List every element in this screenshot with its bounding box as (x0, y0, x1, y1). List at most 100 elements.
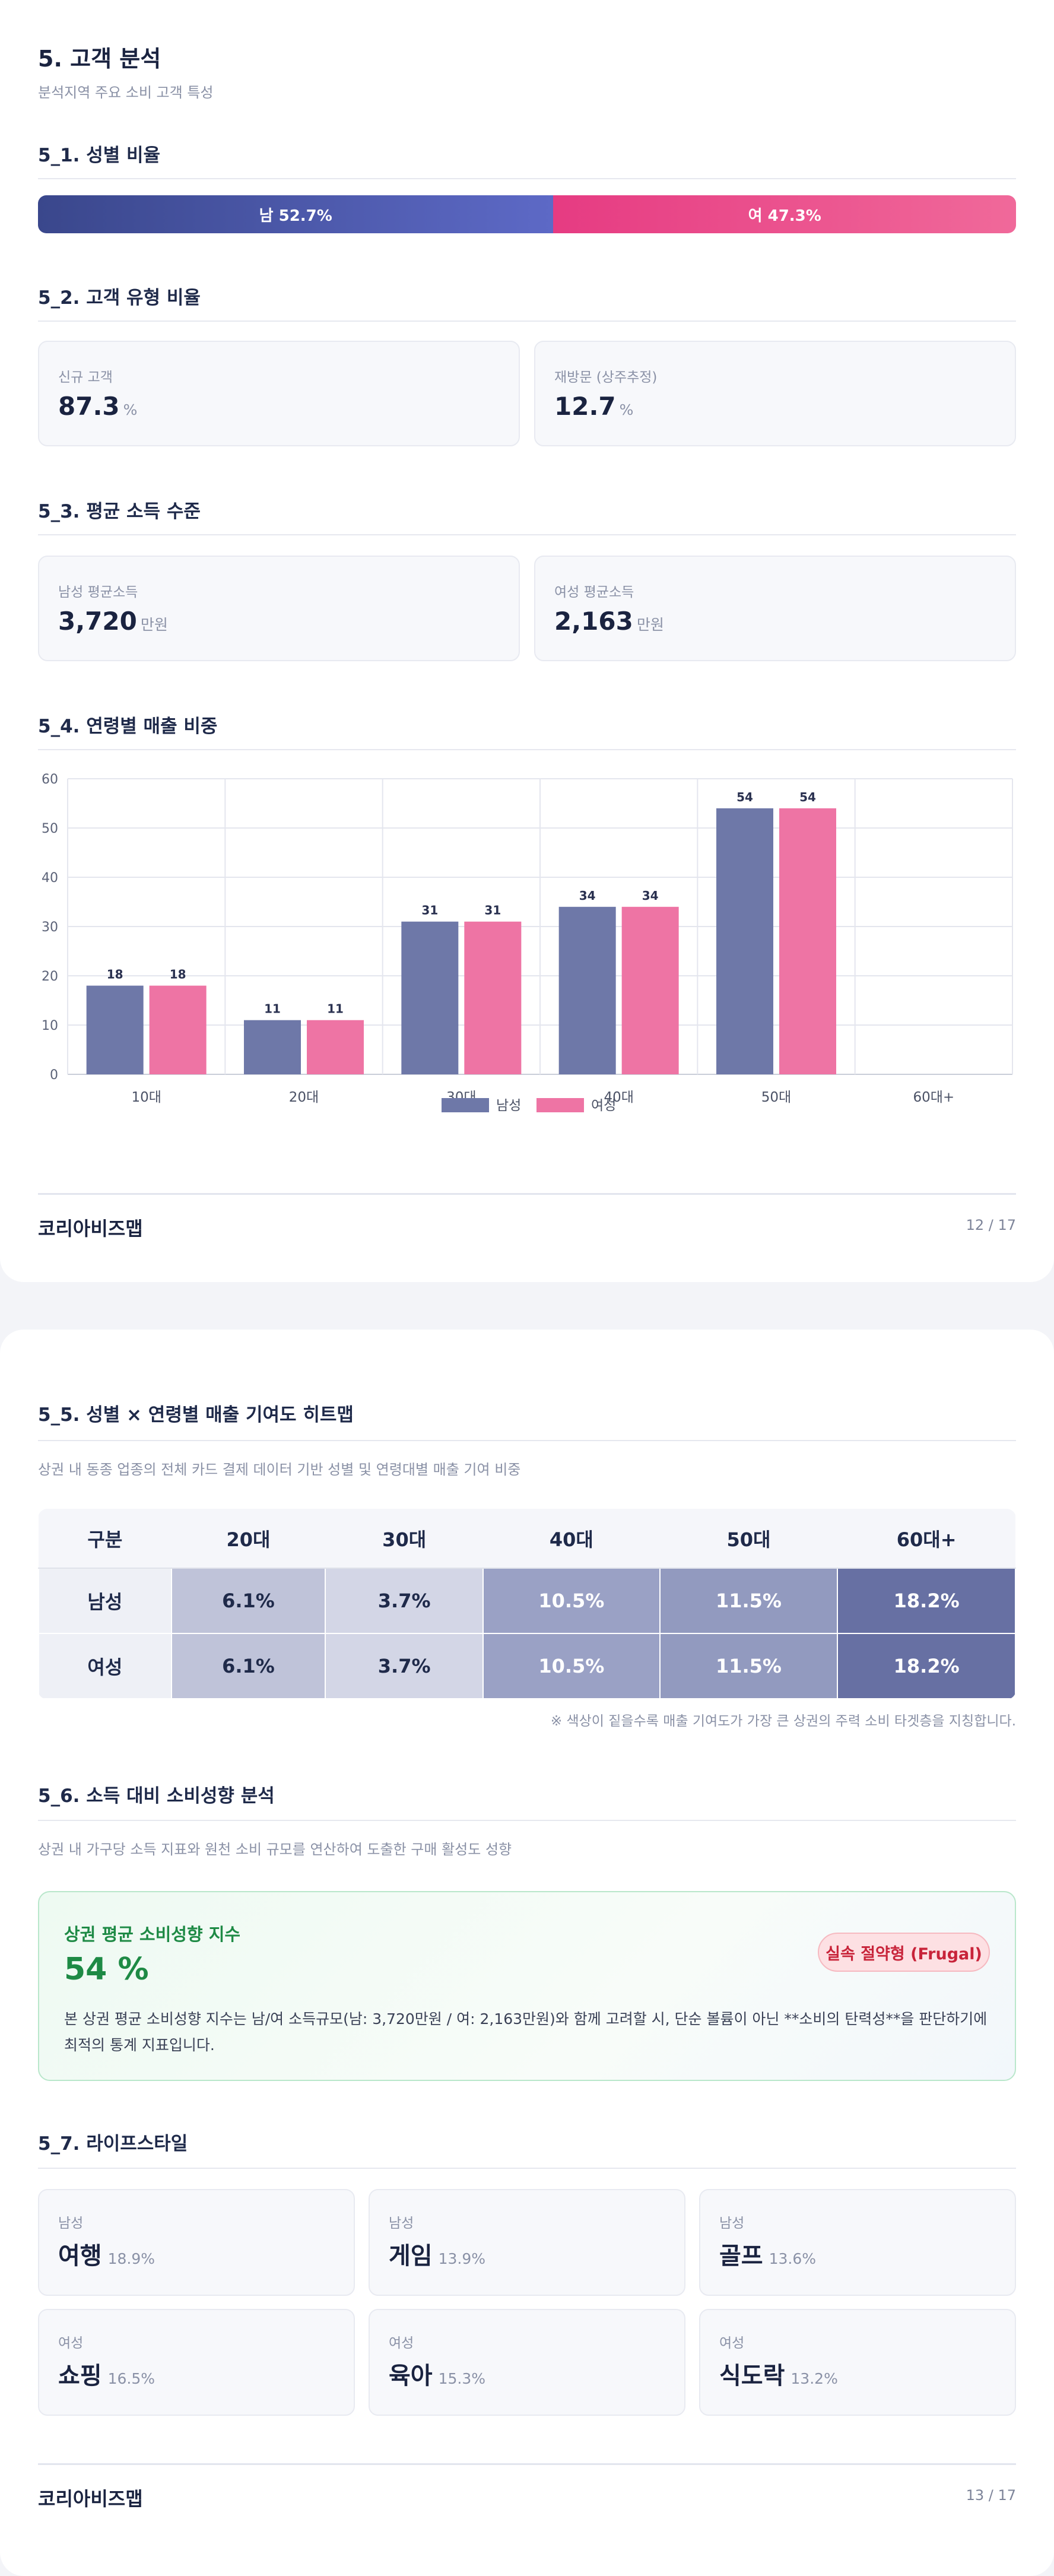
card-label: 남성 평균소득 (58, 585, 138, 600)
bar-male (558, 906, 616, 1074)
heatmap-cell: 18.2% (837, 1633, 1016, 1699)
lifestyle-card: 여성 식도락 13.2% (699, 2309, 1016, 2416)
lifestyle-name: 육아 (389, 2362, 433, 2390)
y-tick-label: 60 (42, 772, 58, 787)
x-tick-label: 20대 (289, 1090, 319, 1105)
card-label: 재방문 (상주추정) (554, 370, 658, 385)
male-income-card: 남성 평균소득 3,720 만원 (38, 556, 520, 661)
value-unit: % (123, 401, 138, 418)
frugal-type-badge: 실속 절약형 (Frugal) (818, 1933, 990, 1972)
y-tick-label: 40 (42, 871, 58, 886)
lifestyle-card: 남성 게임 13.9% (369, 2189, 685, 2296)
lifestyle-gender: 여성 (389, 2336, 414, 2351)
data-label: 34 (642, 889, 659, 903)
heatmap-cell: 6.1% (170, 1633, 326, 1699)
lifestyle-item: 여행 18.9% (58, 2236, 155, 2271)
lifestyle-gender: 여성 (58, 2336, 84, 2351)
revisit-customer-card: 재방문 (상주추정) 12.7% (534, 341, 1016, 446)
lifestyle-percent: 13.9% (438, 2250, 486, 2267)
heatmap-cell: 6.1% (170, 1568, 326, 1634)
section-divider (38, 749, 1016, 750)
y-tick-label: 10 (42, 1019, 58, 1033)
spending-index-value: 54 % (64, 1952, 149, 1987)
section-divider (38, 2168, 1016, 2169)
value-number: 3,720 (58, 607, 137, 636)
bar-male (86, 985, 144, 1074)
heatmap-cell: 18.2% (837, 1568, 1016, 1634)
heatmap-row-female: 여성 6.1% 3.7% 10.5% 11.5% 18.2% (38, 1633, 1016, 1699)
row-header: 여성 (38, 1633, 172, 1699)
y-tick-label: 0 (50, 1068, 58, 1083)
heatmap-heading: 5_5. 성별 × 연령별 매출 기여도 히트맵 (38, 1404, 354, 1426)
spending-index-card: 상권 평균 소비성향 지수 54 % 실속 절약형 (Frugal) 본 상권 … (38, 1891, 1016, 2081)
value-unit: % (619, 401, 634, 418)
lifestyle-percent: 18.9% (107, 2250, 155, 2267)
section-divider (38, 1820, 1016, 1821)
lifestyle-percent: 13.2% (790, 2370, 838, 2387)
gender-ratio-bar: 남 52.7% 여 47.3% (38, 195, 1016, 233)
data-label: 11 (327, 1002, 344, 1016)
heatmap-cell: 3.7% (325, 1633, 484, 1699)
data-label: 11 (264, 1002, 281, 1016)
column-header: 30대 (325, 1509, 483, 1569)
section-divider (38, 534, 1016, 535)
male-ratio-segment: 남 52.7% (38, 195, 554, 233)
x-tick-label: 60대+ (913, 1090, 954, 1105)
lifestyle-item: 게임 13.9% (389, 2236, 485, 2271)
lifestyle-percent: 16.5% (107, 2370, 155, 2387)
spending-description: 상권 내 가구당 소득 지표와 원천 소비 규모를 연산하여 도출한 구매 활성… (38, 1841, 512, 1858)
customer-type-heading: 5_2. 고객 유형 비율 (38, 287, 201, 309)
legend-label: 남성 (496, 1098, 521, 1113)
value-unit: 만원 (140, 616, 168, 633)
value-unit: 만원 (636, 616, 664, 633)
section-divider (38, 178, 1016, 179)
lifestyle-name: 쇼핑 (58, 2362, 102, 2390)
footer-divider (38, 1193, 1016, 1195)
footer-page-number: 12 / 17 (966, 1217, 1016, 1233)
heatmap-cell: 10.5% (482, 1633, 661, 1699)
bar-female (149, 985, 207, 1074)
lifestyle-card: 여성 쇼핑 16.5% (38, 2309, 355, 2416)
bar-female (464, 921, 522, 1074)
section-divider (38, 1440, 1016, 1441)
data-label: 31 (421, 903, 438, 918)
heatmap-cell: 11.5% (659, 1568, 839, 1634)
heatmap-header-row: 구분 20대 30대 40대 50대 60대+ (39, 1509, 1015, 1569)
footer-brand: 코리아비즈맵 (38, 1217, 143, 1240)
x-tick-label: 10대 (131, 1090, 161, 1105)
card-value: 2,163 만원 (554, 607, 664, 636)
gender-age-heatmap: 구분 20대 30대 40대 50대 60대+ 남성 6.1% 3.7% 10.… (38, 1509, 1016, 1699)
column-header: 20대 (171, 1509, 326, 1569)
bar-male (401, 921, 459, 1074)
lifestyle-card: 남성 골프 13.6% (699, 2189, 1016, 2296)
page-subtitle: 분석지역 주요 소비 고객 특성 (38, 84, 214, 101)
x-tick-label: 40대 (604, 1090, 633, 1105)
spending-card-title: 상권 평균 소비성향 지수 (64, 1924, 241, 1944)
lifestyle-gender: 여성 (719, 2336, 745, 2351)
card-label: 여성 평균소득 (554, 585, 634, 600)
card-value: 3,720 만원 (58, 607, 168, 636)
lifestyle-name: 식도락 (719, 2362, 785, 2390)
bar-male (716, 808, 773, 1074)
spending-heading: 5_6. 소득 대비 소비성향 분석 (38, 1785, 275, 1807)
value-number: 12.7 (554, 392, 616, 421)
data-label: 31 (484, 903, 501, 918)
page-title: 5. 고객 분석 (38, 46, 161, 72)
age-sales-heading: 5_4. 연령별 매출 비중 (38, 716, 218, 737)
heatmap-cell: 11.5% (659, 1633, 839, 1699)
lifestyle-item: 육아 15.3% (389, 2356, 485, 2391)
lifestyle-item: 식도락 13.2% (719, 2356, 838, 2391)
column-header: 40대 (483, 1509, 660, 1569)
data-label: 54 (799, 790, 816, 804)
lifestyle-gender: 남성 (58, 2216, 84, 2231)
lifestyle-item: 쇼핑 16.5% (58, 2356, 155, 2391)
lifestyle-heading: 5_7. 라이프스타일 (38, 2133, 188, 2155)
lifestyle-name: 게임 (389, 2242, 433, 2270)
y-tick-label: 30 (42, 920, 58, 935)
value-number: 2,163 (554, 607, 633, 636)
legend-swatch (442, 1098, 489, 1112)
lifestyle-gender: 남성 (389, 2216, 414, 2231)
heatmap-description: 상권 내 동종 업종의 전체 카드 결제 데이터 기반 성별 및 연령대별 매출… (38, 1461, 521, 1478)
heatmap-cell: 3.7% (325, 1568, 484, 1634)
